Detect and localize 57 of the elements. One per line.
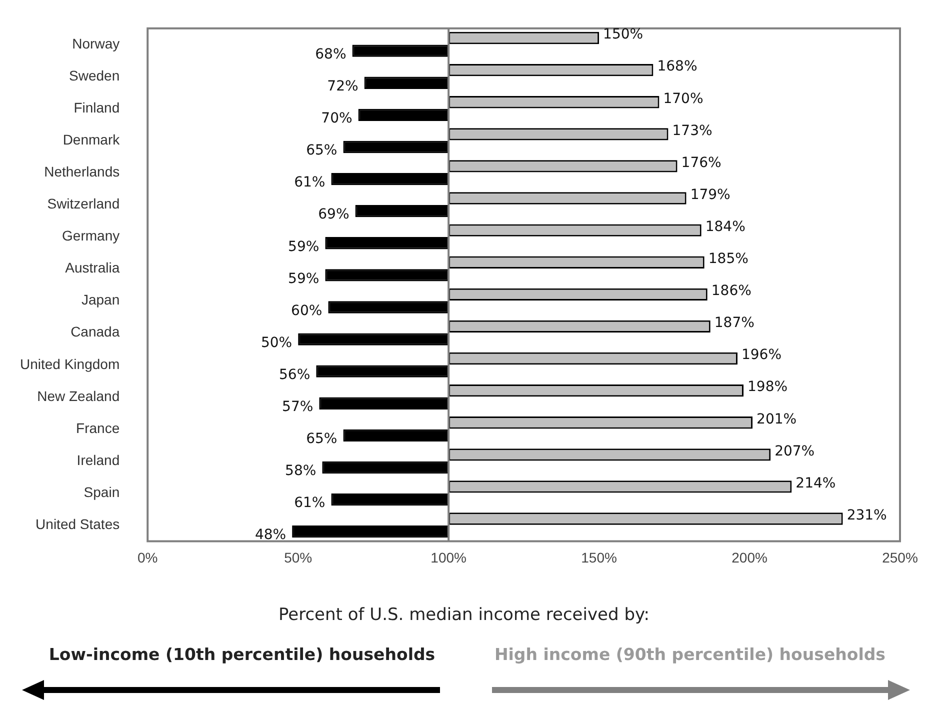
data-label: 198%: [748, 379, 788, 396]
x-tick-label: 100%: [430, 549, 466, 566]
y-tick-label: Finland: [74, 99, 120, 116]
x-axis-title: Percent of U.S. median income received by:: [277, 605, 651, 625]
y-tick-label: Ireland: [76, 452, 120, 468]
data-label: 207%: [774, 443, 815, 460]
y-tick-label: Japan: [81, 292, 120, 308]
y-tick-label: Netherlands: [44, 163, 120, 180]
x-tick-label: 150%: [581, 549, 617, 566]
data-label: 185%: [708, 251, 748, 268]
data-label: 65%: [306, 142, 338, 159]
y-tick-label: Denmark: [62, 131, 121, 148]
data-label: 57%: [282, 399, 314, 416]
data-label: 59%: [288, 270, 320, 287]
y-tick-label: Switzerland: [47, 196, 120, 212]
x-tick-label: 50%: [284, 549, 312, 566]
data-label: 231%: [846, 507, 887, 524]
data-label: 65%: [306, 431, 338, 448]
text: High income (90th percentile) households: [493, 645, 887, 664]
data-label: 69%: [318, 206, 350, 223]
y-tick-label: United Kingdom: [20, 356, 120, 372]
data-label: 50%: [260, 334, 292, 351]
data-label: 173%: [672, 122, 712, 139]
x-tick-label: 200%: [732, 549, 768, 566]
data-label: 214%: [796, 475, 836, 492]
data-label: 187%: [714, 315, 754, 332]
x-tick-label: 0%: [137, 549, 158, 566]
y-tick-label: France: [76, 420, 120, 436]
data-label: 56%: [279, 366, 310, 383]
y-tick-label: Spain: [84, 484, 120, 500]
data-label: 60%: [291, 302, 322, 319]
data-label: 179%: [690, 186, 730, 203]
data-label: 68%: [315, 46, 346, 62]
data-label: 201%: [756, 411, 797, 428]
data-label: 170%: [663, 90, 704, 107]
data-label: 196%: [741, 347, 782, 364]
data-label: 176%: [681, 154, 722, 171]
data-label: 48%: [254, 527, 286, 544]
data-label: 59%: [288, 238, 320, 255]
data-label: 168%: [657, 58, 698, 75]
data-label: 72%: [327, 78, 358, 95]
x-tick-label: 250%: [882, 549, 918, 566]
y-tick-label: Germany: [62, 228, 120, 244]
y-tick-label: United States: [36, 516, 120, 532]
data-label: 70%: [321, 110, 352, 127]
y-tick-label: New Zealand: [37, 388, 120, 404]
y-tick-label: Norway: [72, 35, 120, 52]
y-tick-label: Canada: [70, 324, 120, 340]
data-label: 61%: [294, 495, 326, 512]
y-tick-label: Sweden: [69, 67, 120, 84]
data-label: 186%: [711, 283, 752, 300]
text: Low-income (10th percentile) households: [48, 645, 436, 664]
data-label: 184%: [705, 218, 746, 235]
y-tick-label: Australia: [65, 260, 120, 276]
data-label: 58%: [285, 463, 316, 480]
data-label: 150%: [603, 26, 644, 43]
data-label: 61%: [294, 174, 326, 191]
